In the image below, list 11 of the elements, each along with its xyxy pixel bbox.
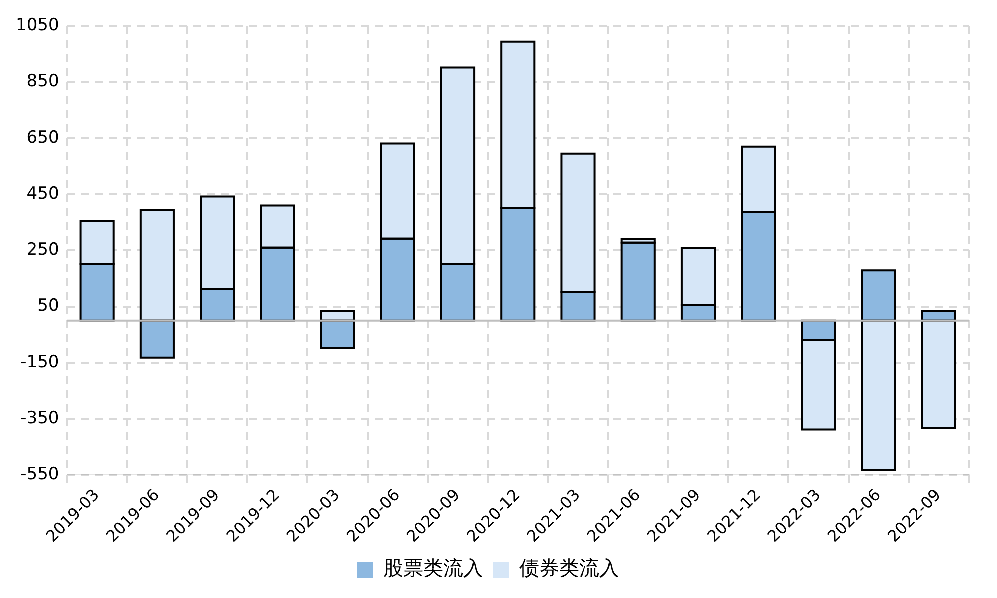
legend-label: 股票类流入 — [384, 556, 484, 580]
y-tick-label: 850 — [26, 72, 60, 92]
y-tick-label: -550 — [20, 464, 60, 485]
y-tick-label: 50 — [38, 296, 60, 316]
y-tick-label: 1050 — [16, 16, 60, 36]
y-tick-label: 650 — [26, 128, 60, 148]
legend-label: 债券类流入 — [520, 556, 620, 580]
y-tick-label: 250 — [26, 240, 60, 260]
y-tick-label: -150 — [20, 352, 60, 372]
y-tick-label: -350 — [20, 408, 60, 428]
y-tick-label: 450 — [26, 184, 60, 204]
